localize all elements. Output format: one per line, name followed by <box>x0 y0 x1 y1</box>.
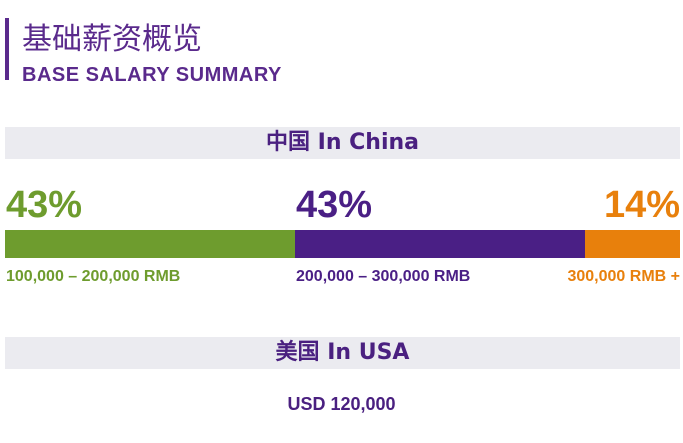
percent-label-3: 14% <box>603 184 680 226</box>
page-subtitle: BASE SALARY SUMMARY <box>22 64 282 86</box>
usa-section-label: 美国 In USA <box>275 340 410 365</box>
range-label-3: 300,000 RMB + <box>567 268 680 285</box>
usa-section-header: 美国 In USA <box>5 337 680 369</box>
china-section-header: 中国 In China <box>5 127 680 159</box>
bar-segment-2 <box>295 230 585 258</box>
range-label-1: 100,000 – 200,000 RMB <box>6 268 181 285</box>
page-title: 基础薪资概览 <box>22 22 202 57</box>
bar-segment-1 <box>5 230 295 258</box>
range-label-2: 200,000 – 300,000 RMB <box>296 268 471 285</box>
china-section-label: 中国 In China <box>265 130 420 155</box>
percent-label-1: 43% <box>6 184 83 226</box>
percent-label-2: 43% <box>296 184 373 226</box>
title-accent-bar <box>5 18 9 80</box>
usa-salary-value: USD 120,000 <box>287 394 396 414</box>
bar-segment-3 <box>585 230 680 258</box>
